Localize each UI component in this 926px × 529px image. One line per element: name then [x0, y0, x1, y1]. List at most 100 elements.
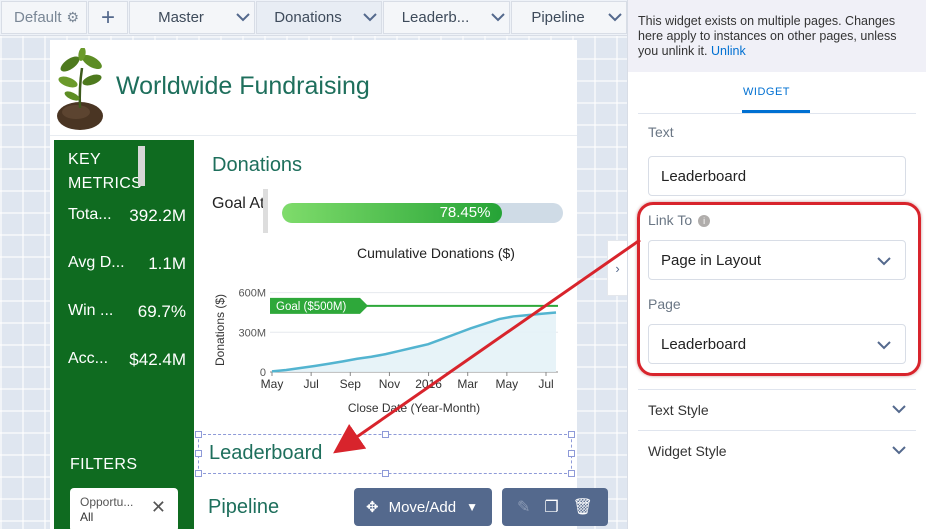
page-select-value: Leaderboard	[661, 335, 747, 353]
linked-widget-notice: This widget exists on multiple pages. Ch…	[628, 0, 926, 72]
metric-label: Acc...	[68, 350, 109, 367]
resize-handle[interactable]	[568, 431, 575, 438]
resize-handle[interactable]	[382, 470, 389, 477]
y-axis-label: Donations ($)	[213, 294, 227, 366]
chevron-down-icon[interactable]	[487, 13, 509, 22]
goal-attainment-label: Goal Attainment	[212, 195, 266, 212]
dashboard-page: Worldwide Fundraising KEY METRICS Tota..…	[50, 40, 577, 529]
tab-label: Donations	[274, 9, 342, 26]
chevron-right-icon: ›	[615, 260, 620, 276]
key-metrics-title: KEY METRICS	[68, 151, 143, 192]
opportunity-filter[interactable]: Opportu... All ✕	[70, 488, 178, 529]
y-tick-label: 600M	[238, 288, 266, 300]
notice-text: This widget exists on multiple pages. Ch…	[638, 14, 897, 58]
text-style-section[interactable]: Text Style	[638, 389, 916, 429]
tab-default[interactable]: Default ⚙	[1, 1, 87, 34]
duplicate-icon[interactable]: ❐	[544, 499, 559, 516]
key-metrics-panel[interactable]: KEY METRICS Tota... 392.2M Avg D... 1.1M…	[54, 140, 194, 529]
widget-style-label: Widget Style	[648, 442, 727, 459]
tab-pipeline[interactable]: Pipeline	[511, 1, 627, 34]
resize-handle[interactable]	[195, 470, 202, 477]
filter-name: Opportu...	[80, 495, 134, 509]
tab-master[interactable]: Master	[129, 1, 255, 34]
cumulative-donations-chart[interactable]: Cumulative Donations ($) 0 300M 600M May Jul S…	[206, 240, 566, 420]
goal-label: Goal ($500M)	[276, 301, 346, 313]
page-tab-bar: Default ⚙ + Master Donations Leaderb... …	[0, 0, 627, 36]
filters-title: FILTERS	[70, 456, 138, 473]
edit-icon[interactable]: ✎	[516, 499, 531, 516]
x-tick-label: Nov	[379, 377, 400, 391]
metric-label: Tota...	[68, 206, 112, 223]
move-add-label: Move/Add	[388, 498, 457, 516]
active-tab-indicator	[742, 110, 810, 113]
chevron-down-icon[interactable]	[359, 13, 381, 22]
resize-handle[interactable]	[195, 450, 202, 457]
link-to-label: Link To	[648, 212, 693, 228]
metric-row[interactable]: Avg D... 1.1M	[68, 254, 186, 274]
unlink-link[interactable]: Unlink	[710, 44, 746, 58]
metric-row[interactable]: Acc... $42.4M	[68, 350, 186, 370]
move-add-button[interactable]: ✥ Move/Add ▼	[354, 488, 492, 526]
annotation-highlight-box	[637, 202, 921, 376]
caret-down-icon[interactable]: ▼	[466, 500, 479, 514]
page-field-label: Page	[648, 296, 681, 312]
trash-icon[interactable]: 🗑	[572, 499, 593, 516]
y-tick-label: 0	[260, 367, 266, 379]
page-select[interactable]: Leaderboard	[648, 324, 906, 364]
chevron-down-icon[interactable]	[232, 13, 254, 22]
panel-collapse-button[interactable]: ›	[607, 240, 627, 296]
close-icon[interactable]: ✕	[150, 497, 166, 517]
dashboard-title: Worldwide Fundraising	[116, 72, 370, 100]
widget-toolbar: ✎ ❐ 🗑	[502, 488, 608, 526]
x-tick-label: Sep	[340, 377, 362, 391]
resize-handle[interactable]	[568, 450, 575, 457]
goal-progress-bar[interactable]: 78.45%	[282, 203, 563, 223]
tab-default-label: Default	[14, 9, 62, 26]
chevron-down-icon	[877, 255, 891, 269]
resize-handle[interactable]	[195, 431, 202, 438]
tab-leaderboard[interactable]: Leaderb...	[383, 1, 510, 34]
widget-properties-panel: This widget exists on multiple pages. Ch…	[627, 0, 926, 529]
tab-widget[interactable]: WIDGET	[743, 86, 790, 98]
tab-label: Master	[158, 9, 204, 26]
goal-progress-value: 78.45%	[439, 204, 491, 221]
add-page-button[interactable]: +	[88, 1, 128, 34]
metric-row[interactable]: Win ... 69.7%	[68, 302, 186, 322]
divider	[638, 113, 916, 114]
donations-title: Donations	[212, 154, 303, 176]
text-input-value: Leaderboard	[661, 167, 747, 185]
plant-logo-image	[57, 48, 103, 130]
link-to-label-row: Link To i	[648, 212, 711, 228]
resize-handle[interactable]	[382, 431, 389, 438]
info-icon[interactable]: i	[698, 215, 711, 228]
chevron-down-icon	[892, 403, 906, 417]
resize-handle[interactable]	[568, 470, 575, 477]
text-style-label: Text Style	[648, 401, 709, 418]
widget-style-section[interactable]: Widget Style	[638, 430, 916, 470]
leaderboard-text-widget[interactable]: Leaderboard	[195, 431, 575, 477]
move-icon: ✥	[366, 499, 379, 516]
chart-title: Cumulative Donations ($)	[357, 245, 515, 261]
chevron-down-icon[interactable]	[604, 13, 626, 22]
tab-donations[interactable]: Donations	[256, 1, 382, 34]
x-tick-label: Jul	[303, 377, 318, 391]
link-to-select[interactable]: Page in Layout	[648, 240, 906, 280]
metric-value: 392.2M	[129, 206, 186, 225]
pipeline-title: Pipeline	[208, 496, 280, 518]
dashboard-header[interactable]: Worldwide Fundraising	[50, 40, 577, 136]
x-tick-label: May	[496, 377, 519, 391]
resize-handle[interactable]	[263, 189, 268, 233]
plus-icon: +	[100, 3, 115, 31]
x-axis-label: Close Date (Year-Month)	[348, 401, 480, 415]
x-tick-label: May	[261, 377, 284, 391]
x-tick-label: Mar	[457, 377, 478, 391]
text-input[interactable]: Leaderboard	[648, 156, 906, 196]
metric-label: Win ...	[68, 302, 114, 319]
metric-row[interactable]: Tota... 392.2M	[68, 206, 186, 226]
gear-icon[interactable]: ⚙	[66, 9, 80, 25]
resize-handle[interactable]	[138, 146, 145, 186]
metric-value: $42.4M	[129, 350, 186, 369]
metric-value: 69.7%	[137, 302, 186, 321]
link-to-value: Page in Layout	[661, 251, 762, 269]
metric-label: Avg D...	[68, 254, 125, 271]
